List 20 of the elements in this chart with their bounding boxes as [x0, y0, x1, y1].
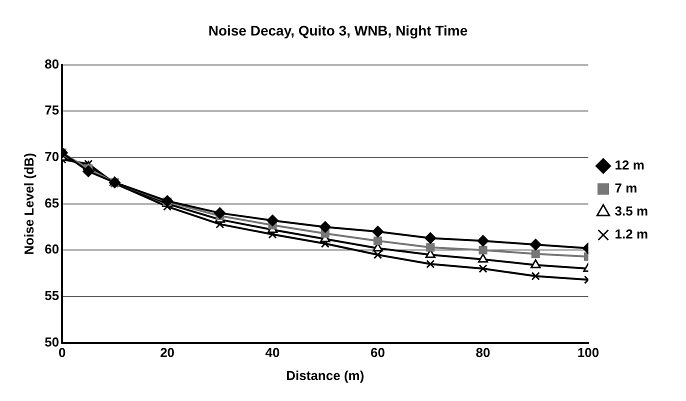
legend-label: 7 m: [614, 180, 638, 196]
y-tick-label: 50: [44, 334, 60, 350]
legend-label: 1.2 m: [614, 226, 648, 242]
x-tick-label: 40: [265, 345, 280, 360]
legend-label: 3.5 m: [614, 204, 648, 219]
x-tick-label: 20: [160, 345, 175, 360]
x-tick-label: 0: [58, 345, 66, 360]
x-tick-label: 60: [370, 345, 386, 360]
y-axis-title: Noise Level (dB): [21, 152, 36, 255]
legend-label: 12 m: [614, 158, 644, 173]
y-tick-label: 80: [44, 56, 60, 72]
y-tick-label: 65: [44, 195, 60, 210]
x-axis-title: Distance (m): [286, 368, 364, 383]
y-tick-label: 70: [44, 149, 60, 164]
x-tick-label: 80: [476, 345, 490, 360]
x-tick-label: 100: [577, 345, 600, 360]
y-tick-label: 60: [44, 242, 60, 257]
y-tick-label: 55: [44, 288, 60, 304]
chart-title: Noise Decay, Quito 3, WNB, Night Time: [208, 22, 468, 38]
y-tick-label: 75: [44, 102, 60, 118]
